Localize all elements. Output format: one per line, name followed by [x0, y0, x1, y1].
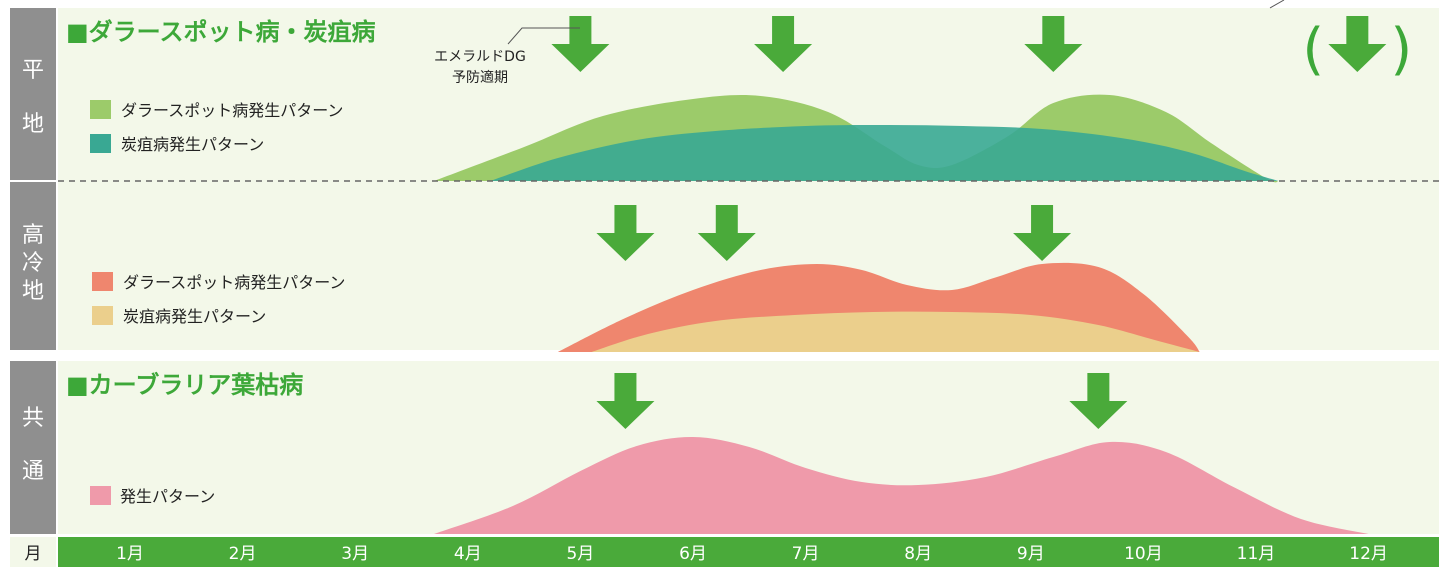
paren-right: ) [1390, 17, 1412, 82]
prevention-arrow [596, 373, 655, 429]
legend-label-flat-anthracnose: 炭疽病発生パターン [121, 135, 264, 154]
side-label-common-1: 共 [22, 406, 44, 431]
areas-highland [557, 262, 1200, 352]
month-label: 3月 [341, 544, 369, 564]
annotation-line-1: エメラルドDG [434, 49, 526, 65]
corner-mark-line [1269, 0, 1285, 9]
month-bar [58, 537, 1439, 567]
month-label: 2月 [229, 544, 257, 564]
prevention-arrow [551, 16, 610, 72]
legend-swatch-flat-anthracnose [90, 134, 111, 153]
legend-swatch-highland-anthracnose [92, 306, 113, 325]
annotation-line-2: 予防適期 [452, 69, 508, 86]
area-common-series-0 [434, 436, 1369, 534]
month-label: 8月 [904, 544, 932, 564]
prevention-arrow [754, 16, 813, 72]
month-label: 1月 [116, 544, 144, 564]
arrows-layer [551, 16, 1387, 429]
month-label: 11月 [1237, 544, 1276, 564]
prevention-arrow [1328, 16, 1387, 72]
month-header-cell [10, 537, 56, 567]
month-labels: 1月 2月 3月 4月 5月 6月 7月 8月 9月 10月 11月 12月 [116, 544, 1388, 564]
legend-label-common-pattern: 発生パターン [120, 487, 215, 506]
month-label: 7月 [792, 544, 820, 564]
area-highland-series-1 [591, 311, 1200, 352]
month-label: 9月 [1017, 544, 1045, 564]
month-label: 5月 [566, 544, 594, 564]
prevention-arrow [1013, 205, 1072, 261]
side-label-highland-3: 地 [22, 279, 44, 304]
prevention-arrow [1069, 373, 1128, 429]
prevention-arrow [697, 205, 756, 261]
month-label: 4月 [454, 544, 482, 564]
side-label-flat-1: 平 [22, 58, 44, 83]
month-label: 6月 [679, 544, 707, 564]
side-label-highland-1: 高 [22, 223, 44, 248]
legend-label-flat-dollar-spot: ダラースポット病発生パターン [121, 101, 343, 120]
legend-swatch-highland-dollar-spot [92, 272, 113, 291]
prevention-arrow [1024, 16, 1083, 72]
legend-label-highland-anthracnose: 炭疽病発生パターン [123, 307, 266, 326]
side-bar-bottom [10, 361, 56, 534]
month-label: 12月 [1349, 544, 1388, 564]
areas-flat [434, 94, 1279, 183]
month-label: 10月 [1124, 544, 1163, 564]
title-dollar-spot-anthracnose: ■ダラースポット病・炭疽病 [66, 18, 375, 46]
areas-common [434, 436, 1369, 534]
annotation-leader-line [507, 27, 580, 45]
month-header-label: 月 [25, 544, 42, 564]
side-label-highland-2: 冷 [22, 251, 44, 276]
legend-label-highland-dollar-spot: ダラースポット病発生パターン [123, 273, 345, 292]
legend-swatch-flat-dollar-spot [90, 100, 111, 119]
side-label-common-2: 通 [22, 459, 44, 484]
area-flat-series-1 [490, 125, 1279, 181]
title-curvularia: ■カーブラリア葉枯病 [66, 371, 303, 399]
side-bar-top [10, 8, 56, 350]
prevention-arrow [596, 205, 655, 261]
side-label-flat-2: 地 [22, 112, 44, 137]
paren-left: ( [1302, 17, 1324, 82]
legend-swatch-common-pattern [90, 486, 111, 505]
